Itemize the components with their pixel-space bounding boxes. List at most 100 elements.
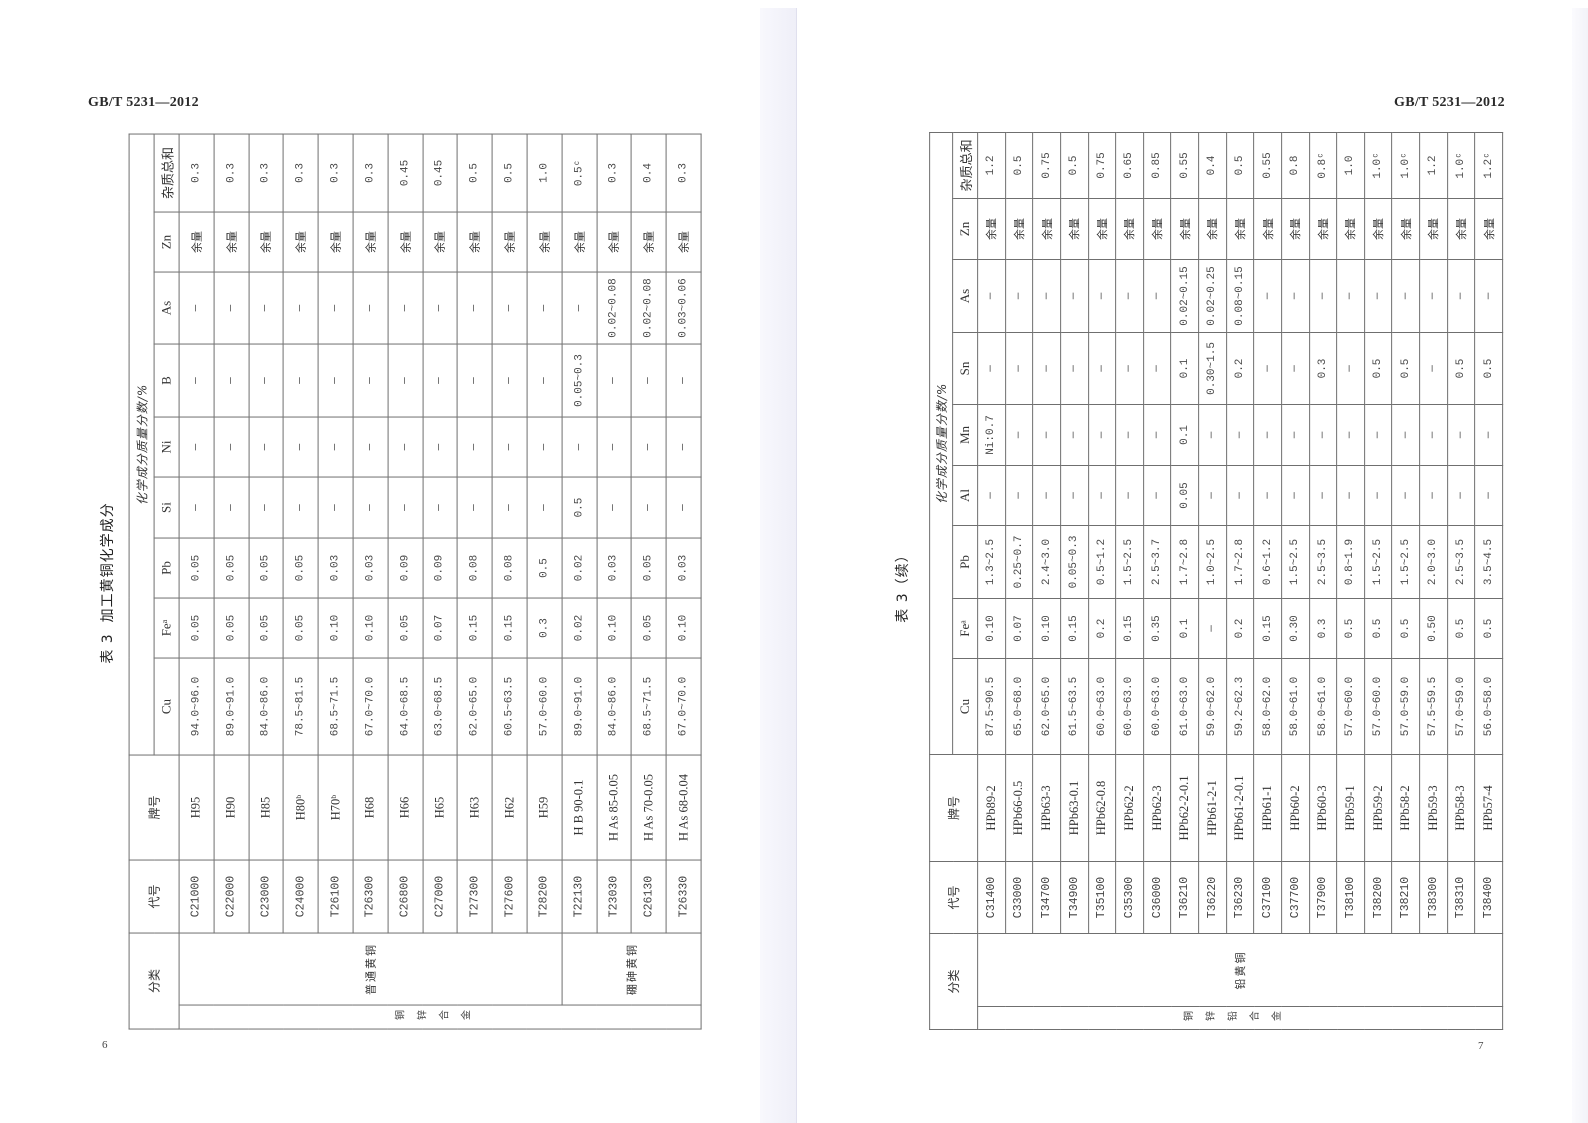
value-cell: 余量 (1198, 198, 1227, 260)
value-cell: — (1143, 259, 1171, 333)
value-cell: — (1309, 465, 1337, 526)
value-cell: — (422, 343, 457, 417)
value-cell: 0.2 (1226, 332, 1254, 405)
header-row: 分类 代号 牌号 化学成分质量分数/% (929, 132, 978, 1030)
value-cell: — (977, 259, 1006, 333)
value-cell: 1.5~2.5 (1281, 525, 1310, 599)
value-cell: — (213, 476, 249, 538)
value-cell: 58.0~61.0 (1281, 658, 1310, 755)
category-cell: 硼砷黄铜 (561, 932, 701, 1005)
value-cell: 余量 (1171, 198, 1199, 260)
table-row: T26330 H As 68-0.04 67.0~70.0 0.10 0.03— — —0.… (665, 133, 701, 1028)
value-cell: 0.08 (456, 537, 492, 598)
value-cell: — (630, 476, 666, 538)
code-cell: T23030 (596, 859, 631, 933)
header-element: Pb (153, 537, 179, 598)
header-element: Sn (952, 332, 978, 405)
header-grade: 牌号 (128, 754, 179, 860)
table-row: T27600 H62 60.5~63.5 0.15 0.08— — — — 余量 0.5 (491, 133, 527, 1028)
code-cell: C24000 (282, 859, 318, 933)
value-cell: — (1281, 404, 1310, 466)
value-cell: — (1005, 259, 1033, 333)
grade-cell: H B 90-0.1 (561, 754, 597, 860)
header-composition: 化学成分质量分数/% (128, 133, 154, 755)
table-row: T27300 H63 62.0~65.0 0.15 0.08— — — — 余量 0.5 (456, 133, 492, 1028)
value-cell: 0.15 (491, 597, 527, 658)
value-cell: Ni:0.7 (977, 404, 1006, 466)
table-title-left: 表 3 加工黄铜化学成分 (100, 502, 116, 664)
value-cell: 0.5 (1474, 598, 1503, 659)
grade-cell: HPb59-1 (1336, 754, 1365, 862)
table-row: T34700 HPb63-3 62.0~65.0 0.10 2.4~3.0— — — — 余量 0… (1032, 132, 1061, 1029)
value-cell: 1.3~2.5 (977, 525, 1006, 599)
table-row: T38400 HPb57-4 56.0~58.0 0.5 3.5~4.5— —0.5— 余量… (1474, 132, 1503, 1029)
value-cell: 0.3 (213, 133, 249, 212)
header-element: Feᵃ (153, 597, 179, 658)
value-cell: 1.5~2.5 (1115, 525, 1144, 599)
code-cell: T28200 (526, 859, 562, 933)
code-cell: T36210 (1171, 861, 1199, 934)
table-row: C36000 HPb62-3 60.0~63.0 0.35 2.5~3.7— — — — 余量 0… (1143, 132, 1171, 1029)
value-cell: 67.0~70.0 (352, 657, 388, 755)
table-row: 硼砷黄铜 T22130 H B 90-0.1 89.0~91.0 0.02 0.02 0.5… (561, 133, 701, 1028)
table-row: C26130 H As 70-0.05 68.5~71.5 0.05 0.05— — —0.… (630, 133, 666, 1028)
header-element: As (153, 271, 179, 344)
grade-cell: H As 70-0.05 (630, 754, 666, 860)
value-cell: 0.05~0.3 (561, 343, 597, 417)
value-cell: 0.5 (1226, 132, 1254, 199)
value-cell: — (630, 343, 666, 417)
value-cell: 0.5 (1060, 132, 1089, 199)
value-cell: 0.55 (1171, 132, 1199, 199)
value-cell: 1.0ᶜ (1364, 132, 1392, 199)
code-cell: C22000 (213, 859, 249, 933)
value-cell: — (352, 476, 388, 538)
value-cell: 0.05 (178, 537, 214, 598)
value-cell: 1.0 (1336, 132, 1365, 199)
value-cell: 余量 (1253, 198, 1282, 260)
value-cell: 59.0~62.0 (1198, 658, 1227, 755)
value-cell: — (422, 476, 457, 538)
grade-cell: HPb60-3 (1309, 754, 1337, 862)
value-cell: 余量 (1364, 198, 1392, 260)
value-cell: 余量 (1336, 198, 1365, 260)
value-cell: — (1143, 465, 1171, 526)
value-cell: 57.0~60.0 (1336, 658, 1365, 755)
value-cell: 1.7~2.8 (1226, 525, 1254, 599)
value-cell: 0.03 (665, 537, 701, 598)
value-cell: 89.0~91.0 (561, 657, 597, 755)
header-element: Mn (952, 404, 978, 466)
value-cell: — (1281, 259, 1310, 333)
table-row: T28200 H59 57.0~60.0 0.3 0.5— — — — 余量 1.0 (526, 133, 562, 1028)
value-cell: 余量 (1143, 198, 1171, 260)
value-cell: — (178, 416, 214, 477)
grade-cell: H62 (491, 754, 527, 860)
value-cell: — (352, 271, 388, 344)
value-cell: — (456, 343, 492, 417)
value-cell: 62.0~65.0 (456, 657, 492, 755)
table-row: T38100 HPb59-1 57.0~60.0 0.5 0.8~1.9— — — — 余量 1.… (1336, 132, 1365, 1029)
grade-cell: H90 (213, 754, 249, 860)
value-cell: — (387, 343, 423, 417)
value-cell: 56.0~58.0 (1474, 658, 1503, 755)
value-cell: 0.3 (526, 597, 562, 658)
value-cell: 0.02~0.25 (1198, 259, 1227, 333)
value-cell: 1.0 (526, 133, 562, 212)
value-cell: 0.35 (1143, 598, 1171, 659)
value-cell: 67.0~70.0 (665, 657, 701, 755)
value-cell: 0.65 (1115, 132, 1144, 199)
value-cell: — (1115, 404, 1144, 466)
table-row: C27000 H65 63.0~68.5 0.07 0.09— — — — 余量 0.45 (422, 133, 457, 1028)
value-cell: — (1060, 259, 1089, 333)
value-cell: — (248, 271, 283, 344)
code-cell: C37100 (1253, 861, 1282, 934)
value-cell: 余量 (1281, 198, 1310, 260)
value-cell: 余量 (282, 211, 318, 272)
value-cell: 57.0~59.0 (1447, 658, 1475, 755)
value-cell: 2.5~3.7 (1143, 525, 1171, 599)
grade-cell: HPb63-3 (1032, 754, 1061, 862)
value-cell: 0.30~1.5 (1198, 332, 1227, 405)
value-cell: — (387, 271, 423, 344)
value-cell: 0.10 (665, 597, 701, 658)
header-element: 杂质总和 (952, 132, 978, 199)
value-cell: 0.3 (1309, 332, 1337, 405)
